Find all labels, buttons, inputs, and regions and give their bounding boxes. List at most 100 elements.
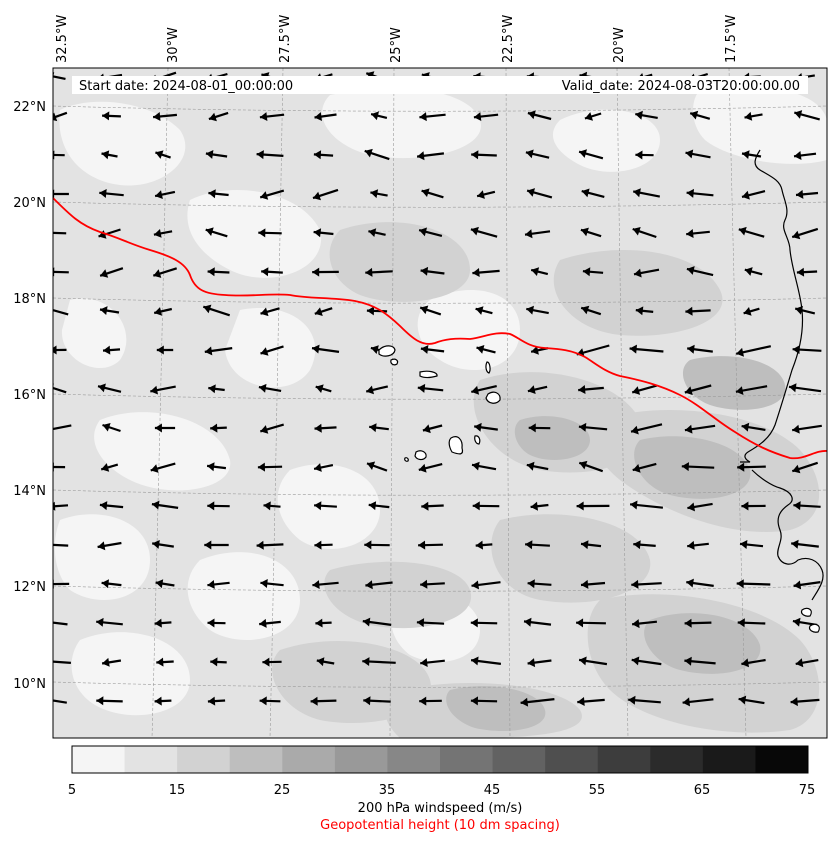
wind-arrow-head (792, 464, 801, 474)
wind-arrow-head (262, 657, 270, 667)
meridian-line (728, 68, 747, 738)
colorbar-swatch (387, 746, 441, 773)
island-sao-vicente (390, 358, 399, 366)
meridian-line (151, 68, 169, 738)
wind-arrow-head (579, 460, 588, 470)
island-brava (404, 457, 409, 462)
wind-arrow-head (793, 580, 802, 590)
wind-arrow-head (416, 618, 425, 628)
wind-arrow-head (741, 658, 749, 668)
wind-arrow-head (635, 110, 643, 120)
wind-arrow-head (684, 656, 692, 666)
meridian-line (269, 68, 284, 738)
wind-arrow-head (370, 345, 379, 354)
colorbar-swatch (650, 746, 704, 773)
wind-arrow-head (258, 383, 267, 393)
wind-arrow-head (477, 190, 485, 199)
wind-arrow-head (101, 579, 109, 589)
wind-arrow-head (527, 110, 536, 120)
wind-arrow-head (313, 150, 322, 160)
wind-arrow-head (96, 617, 104, 627)
wind-arrow-head (635, 150, 643, 160)
wind-arrow-head (628, 695, 636, 705)
graticule (53, 68, 827, 738)
wind-arrow-head (316, 657, 325, 667)
wind-arrow-head (578, 385, 586, 394)
wind-arrow-head (312, 580, 320, 589)
lon-label: 32.5°W (55, 15, 70, 63)
wind-arrow-head (738, 695, 747, 705)
colorbar-swatch (597, 746, 651, 773)
wind-arrow-head (417, 383, 426, 393)
wind-arrow-head (525, 540, 533, 550)
wind-arrow-head (45, 657, 52, 666)
wind-arrow-head (735, 386, 744, 395)
wind-arrow-head (101, 463, 110, 472)
wind-arrow-head (364, 148, 373, 158)
wind-arrow-head (582, 267, 591, 277)
wind-arrow-head (204, 346, 213, 356)
wind-arrow-head (421, 188, 430, 197)
wind-arrow-head (526, 461, 535, 471)
wind-arrow-head (741, 422, 750, 432)
wind-arrow-head (53, 112, 58, 122)
parallel-line (53, 105, 827, 112)
wind-arrow-head (796, 189, 804, 199)
wind-arrow-head (204, 540, 212, 550)
wind-arrow-head (46, 228, 53, 237)
wind-arrow-shaft (53, 699, 67, 704)
parallel-line (53, 201, 827, 208)
wind-arrow-head (475, 540, 483, 550)
wind-arrow-head (422, 424, 431, 434)
wind-arrow-head (153, 229, 162, 238)
colorbar-tick-label: 45 (484, 783, 501, 798)
colorbar-swatch (229, 746, 283, 773)
map-frame (52, 67, 828, 739)
wind-arrow-head (471, 580, 479, 590)
wind-arrow-head (313, 228, 322, 238)
colorbar-swatch (755, 746, 809, 773)
wind-arrow-head (790, 697, 798, 707)
latitude-labels: 22°N 20°N 18°N 16°N 14°N 12°N 10°N (13, 100, 46, 692)
wind-arrow-head (150, 464, 159, 473)
wind-arrow-head (259, 618, 267, 628)
wind-arrow-head (474, 422, 482, 432)
wind-arrow-shaft (53, 231, 67, 235)
meridian-line (505, 68, 511, 738)
lat-label: 12°N (13, 580, 46, 595)
wind-arrow-head (584, 112, 593, 121)
wind-arrow-head (53, 501, 56, 511)
wind-arrow-head (420, 579, 428, 589)
wind-arrow-head (525, 229, 533, 239)
wind-arrow-head (684, 386, 693, 396)
wind-arrow-head (631, 579, 639, 589)
wind-arrow-head (475, 306, 484, 315)
wind-arrow-head (260, 191, 269, 200)
wind-arrow-head (99, 189, 107, 198)
wind-arrow-head (312, 344, 320, 354)
wind-arrow-head (371, 111, 379, 121)
coastlines (378, 149, 824, 633)
wind-arrow-head (796, 267, 805, 277)
wind-arrow-head (103, 345, 111, 355)
africa-coastline-south (751, 469, 824, 601)
wind-arrow-head (531, 345, 539, 355)
wind-arrow-head (154, 423, 162, 433)
wind-arrow-head (420, 345, 429, 354)
wind-arrow-head (527, 579, 535, 589)
wind-arrow-head (682, 697, 690, 707)
wind-arrow-head (631, 656, 640, 666)
wind-arrow-head (152, 540, 160, 549)
parallel-line (53, 393, 827, 400)
wind-arrow-head (630, 500, 638, 510)
wind-arrow-head (207, 580, 215, 589)
wind-arrow-head (259, 112, 268, 121)
colorbar (71, 745, 809, 774)
wind-arrow-head (151, 500, 160, 510)
wind-arrow-head (632, 386, 641, 395)
wind-arrow-head (419, 227, 427, 237)
wind-arrow-head (791, 539, 799, 549)
wind-arrow-head (210, 657, 218, 667)
wind-arrow-head (531, 267, 540, 276)
wind-arrow-head (681, 462, 689, 472)
